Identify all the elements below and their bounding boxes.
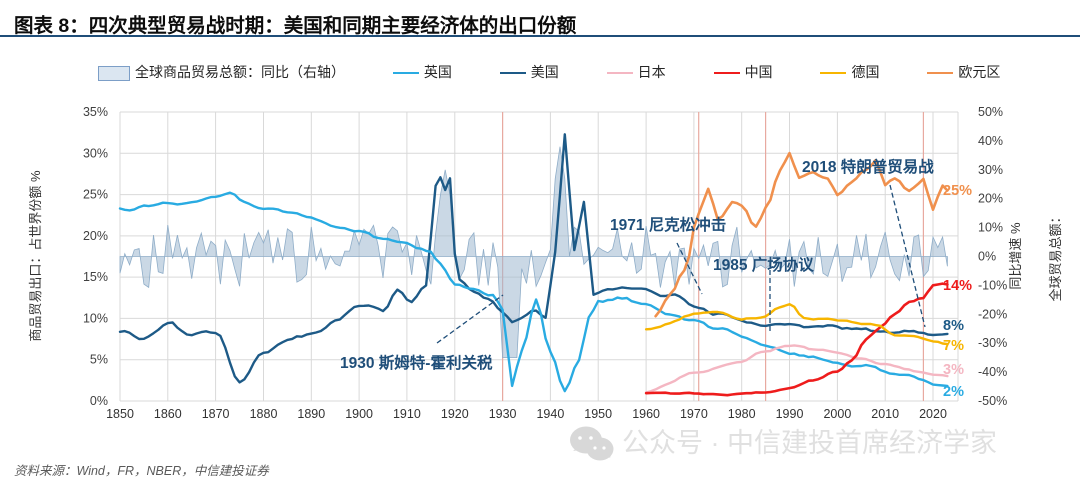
svg-text:1971 尼克松冲击: 1971 尼克松冲击 (610, 215, 726, 234)
svg-text:1960: 1960 (632, 407, 660, 421)
svg-text:2018 特朗普贸易战: 2018 特朗普贸易战 (802, 157, 934, 176)
svg-text:1920: 1920 (441, 407, 469, 421)
svg-text:1900: 1900 (345, 407, 373, 421)
svg-text:1910: 1910 (393, 407, 421, 421)
svg-text:-30%: -30% (978, 336, 1007, 350)
svg-text:-40%: -40% (978, 365, 1007, 379)
svg-text:7%: 7% (943, 338, 964, 354)
svg-text:2%: 2% (943, 384, 964, 400)
svg-text:0%: 0% (978, 250, 996, 264)
svg-text:2020: 2020 (919, 407, 947, 421)
svg-text:1860: 1860 (154, 407, 182, 421)
svg-text:1980: 1980 (728, 407, 756, 421)
svg-text:1930 斯姆特-霍利关税: 1930 斯姆特-霍利关税 (340, 353, 493, 372)
svg-text:同比增速 %: 同比增速 % (1008, 222, 1023, 290)
svg-text:1890: 1890 (297, 407, 325, 421)
svg-text:40%: 40% (978, 134, 1003, 148)
svg-text:25%: 25% (83, 188, 108, 202)
svg-text:公众号 · 中信建投首席经济学家: 公众号 · 中信建投首席经济学家 (622, 428, 997, 458)
svg-text:30%: 30% (978, 163, 1003, 177)
svg-text:1970: 1970 (680, 407, 708, 421)
svg-text:1985 广场协议: 1985 广场协议 (713, 255, 814, 274)
svg-text:1870: 1870 (202, 407, 230, 421)
svg-text:-20%: -20% (978, 307, 1007, 321)
svg-text:30%: 30% (83, 146, 108, 160)
svg-text:-50%: -50% (978, 394, 1007, 408)
svg-text:15%: 15% (83, 270, 108, 284)
svg-text:-10%: -10% (978, 278, 1007, 292)
svg-text:2010: 2010 (871, 407, 899, 421)
svg-text:2000: 2000 (823, 407, 851, 421)
svg-text:10%: 10% (978, 221, 1003, 235)
svg-text:1950: 1950 (584, 407, 612, 421)
svg-text:14%: 14% (943, 278, 972, 294)
svg-text:1940: 1940 (536, 407, 564, 421)
svg-text:8%: 8% (943, 318, 964, 334)
svg-text:全球贸易总额：: 全球贸易总额： (1048, 210, 1063, 301)
svg-text:1930: 1930 (489, 407, 517, 421)
svg-text:1990: 1990 (776, 407, 804, 421)
svg-text:0%: 0% (90, 394, 108, 408)
svg-text:25%: 25% (943, 183, 972, 199)
svg-text:10%: 10% (83, 311, 108, 325)
svg-text:1880: 1880 (250, 407, 278, 421)
svg-text:50%: 50% (978, 105, 1003, 119)
svg-text:商品贸易出口：占世界份额 %: 商品贸易出口：占世界份额 % (28, 170, 43, 342)
svg-text:3%: 3% (943, 362, 964, 378)
svg-text:20%: 20% (978, 192, 1003, 206)
svg-text:5%: 5% (90, 353, 108, 367)
svg-text:35%: 35% (83, 105, 108, 119)
svg-text:1850: 1850 (106, 407, 134, 421)
svg-text:20%: 20% (83, 229, 108, 243)
